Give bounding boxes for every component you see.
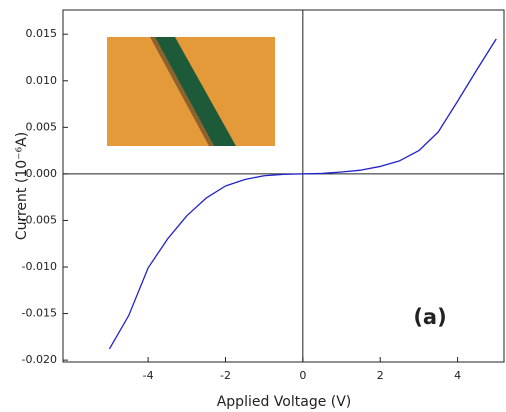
x-tick-label: 4 [454, 369, 461, 382]
x-tick-label: -2 [220, 369, 231, 382]
annotation: (a) [413, 305, 446, 329]
inset-photo [107, 37, 275, 146]
data-line [108, 38, 497, 350]
y-tick-label: -0.015 [22, 307, 57, 320]
y-axis-title: Current (10⁻⁶A) [14, 132, 30, 240]
x-axis-title: Applied Voltage (V) [217, 394, 352, 410]
y-tick-label: -0.010 [22, 260, 57, 273]
x-tick-label: 0 [299, 369, 306, 382]
x-tick-label: 2 [377, 369, 384, 382]
x-tick-label: -4 [143, 369, 154, 382]
plot-frame [62, 9, 505, 363]
inset-edge [150, 37, 214, 146]
y-tick-label: 0.015 [26, 27, 58, 40]
y-tick-label: 0.000 [26, 167, 58, 180]
y-tick-label: 0.005 [26, 120, 58, 133]
y-tick-label: -0.005 [22, 213, 57, 226]
y-tick-label: 0.010 [26, 74, 58, 87]
inset-stripe [155, 37, 236, 146]
y-tick-label: -0.020 [22, 353, 57, 366]
